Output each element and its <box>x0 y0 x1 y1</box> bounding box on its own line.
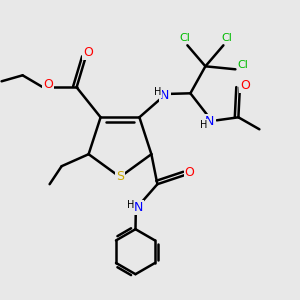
Text: N: N <box>134 201 143 214</box>
Text: O: O <box>184 166 194 179</box>
Text: N: N <box>205 115 214 128</box>
Text: H: H <box>154 87 162 98</box>
Text: S: S <box>116 170 124 184</box>
Text: O: O <box>83 46 93 59</box>
Text: H: H <box>200 120 208 130</box>
Text: Cl: Cl <box>179 33 190 43</box>
Text: Cl: Cl <box>238 60 248 70</box>
Text: O: O <box>43 78 53 92</box>
Text: H: H <box>127 200 135 210</box>
Text: Cl: Cl <box>221 33 232 43</box>
Text: O: O <box>240 79 250 92</box>
Text: N: N <box>160 88 170 102</box>
